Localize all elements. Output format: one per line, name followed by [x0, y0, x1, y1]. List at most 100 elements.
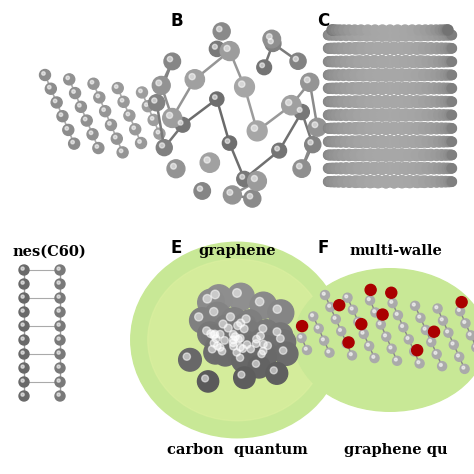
Circle shape [419, 96, 430, 108]
Circle shape [202, 375, 209, 382]
Circle shape [419, 83, 429, 94]
Circle shape [75, 101, 86, 112]
Circle shape [341, 163, 352, 174]
Circle shape [324, 97, 334, 107]
Circle shape [416, 70, 427, 81]
Circle shape [421, 150, 431, 160]
Circle shape [447, 164, 456, 173]
Circle shape [377, 309, 388, 320]
Circle shape [370, 25, 380, 35]
Circle shape [364, 42, 376, 54]
Circle shape [422, 82, 433, 94]
Circle shape [326, 97, 336, 107]
Circle shape [376, 136, 388, 148]
Circle shape [19, 377, 29, 387]
Circle shape [376, 109, 388, 121]
Circle shape [419, 123, 430, 134]
Circle shape [237, 310, 262, 335]
Circle shape [413, 83, 425, 94]
Circle shape [445, 30, 455, 40]
Circle shape [388, 149, 400, 161]
Circle shape [396, 42, 408, 55]
Circle shape [369, 150, 379, 160]
Circle shape [247, 193, 253, 199]
Circle shape [407, 56, 419, 67]
Circle shape [400, 109, 411, 121]
Circle shape [337, 327, 346, 336]
Circle shape [444, 177, 454, 187]
Circle shape [428, 29, 439, 41]
Circle shape [399, 163, 410, 174]
Circle shape [137, 87, 147, 98]
Circle shape [416, 313, 425, 322]
Circle shape [240, 325, 248, 333]
Circle shape [247, 335, 271, 359]
Circle shape [225, 338, 248, 361]
Circle shape [242, 315, 250, 323]
Circle shape [434, 109, 445, 120]
Circle shape [349, 97, 359, 107]
Circle shape [447, 97, 456, 106]
Circle shape [425, 164, 434, 173]
Circle shape [426, 31, 434, 39]
Circle shape [21, 365, 24, 368]
Circle shape [392, 163, 404, 174]
Circle shape [346, 137, 355, 146]
Circle shape [346, 56, 358, 67]
Circle shape [59, 113, 63, 117]
Circle shape [349, 123, 359, 134]
Circle shape [21, 281, 24, 284]
Circle shape [466, 331, 474, 340]
Circle shape [324, 124, 334, 133]
Circle shape [444, 328, 453, 337]
Circle shape [365, 296, 374, 305]
Circle shape [336, 29, 346, 40]
Circle shape [418, 315, 420, 318]
Circle shape [346, 82, 358, 94]
Circle shape [346, 150, 355, 160]
Circle shape [380, 69, 392, 81]
Circle shape [440, 123, 451, 134]
Circle shape [331, 110, 342, 120]
Circle shape [442, 56, 452, 67]
Circle shape [350, 43, 361, 54]
Circle shape [384, 29, 396, 41]
Circle shape [419, 69, 430, 81]
Circle shape [323, 164, 332, 173]
Circle shape [356, 319, 358, 322]
Circle shape [336, 109, 346, 120]
Circle shape [378, 322, 381, 325]
Circle shape [21, 351, 24, 354]
Circle shape [365, 69, 376, 81]
Circle shape [108, 122, 111, 125]
Circle shape [339, 25, 349, 35]
Circle shape [388, 176, 400, 188]
Circle shape [431, 43, 442, 54]
Circle shape [356, 163, 366, 174]
Circle shape [446, 330, 448, 333]
Circle shape [235, 77, 255, 97]
Circle shape [388, 69, 400, 81]
Circle shape [51, 97, 62, 108]
Circle shape [428, 339, 431, 342]
Circle shape [361, 331, 364, 334]
Circle shape [329, 97, 339, 107]
Circle shape [431, 149, 442, 161]
Circle shape [411, 96, 423, 108]
Circle shape [64, 74, 75, 85]
Circle shape [421, 43, 431, 54]
Circle shape [57, 295, 60, 298]
Circle shape [324, 150, 334, 160]
Circle shape [206, 325, 230, 349]
Circle shape [259, 325, 267, 332]
Circle shape [194, 183, 210, 199]
Circle shape [322, 292, 325, 295]
Circle shape [428, 109, 439, 120]
Circle shape [336, 136, 346, 147]
Circle shape [156, 130, 160, 134]
Circle shape [343, 293, 352, 302]
Circle shape [336, 163, 346, 174]
Circle shape [351, 137, 361, 147]
Circle shape [431, 25, 441, 35]
Circle shape [426, 84, 434, 93]
